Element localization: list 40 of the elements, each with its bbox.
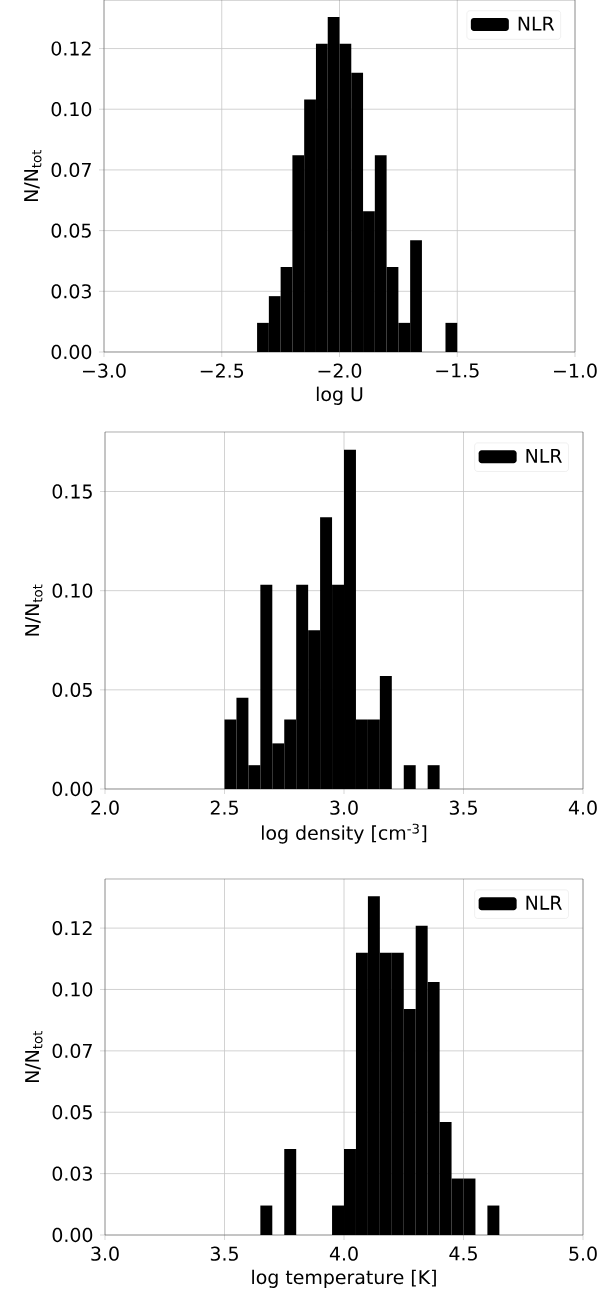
x-axis-title: log density [cm$^{-3}$] <box>261 823 427 844</box>
y-tick-label: 0.03 <box>51 284 91 299</box>
y-tick-label: 0.07 <box>51 162 91 178</box>
x-tick-label: 4.0 <box>568 800 597 815</box>
y-tick-label: 0.10 <box>51 102 92 117</box>
y-axis-title: N/N$_{tot}$ <box>25 1030 43 1082</box>
x-axis-title: log temperature [K] <box>252 1269 436 1288</box>
y-tick-label: 0.10 <box>52 982 93 997</box>
x-tick-label: 4.5 <box>449 1246 477 1261</box>
y-tick-label: 0.10 <box>52 583 93 598</box>
x-tick-label: 5.0 <box>569 1246 597 1261</box>
y-tick-label: 0.07 <box>52 1043 92 1059</box>
y-tick-label: 0.00 <box>52 1227 93 1243</box>
x-tick-label: 3.5 <box>449 800 477 815</box>
y-tick-label: 0.15 <box>52 484 92 499</box>
y-tick-label: 0.05 <box>52 682 92 697</box>
x-tick-label: 3.5 <box>210 1246 238 1261</box>
x-tick-label: 4.0 <box>329 1246 358 1261</box>
y-tick-label: 0.12 <box>51 41 91 56</box>
x-tick-label: 3.0 <box>330 800 358 815</box>
x-axis-title: log U <box>316 386 363 405</box>
x-tick-label: −1.5 <box>436 363 479 378</box>
x-tick-label: −2.5 <box>200 363 244 378</box>
y-axis-title: N/N$_{tot}$ <box>25 584 43 636</box>
x-tick-label: −2.0 <box>318 363 362 378</box>
x-tick-label: −3.0 <box>83 363 126 378</box>
y-tick-label: 0.00 <box>51 344 92 360</box>
y-tick-label: 0.03 <box>52 1166 92 1181</box>
x-tick-label: 2.5 <box>210 800 238 815</box>
y-tick-label: 0.00 <box>52 781 93 797</box>
y-tick-label: 0.12 <box>52 920 92 936</box>
legend-label: NLR <box>526 895 562 910</box>
y-tick-label: 0.05 <box>52 1105 92 1120</box>
y-axis-title: N/N$_{tot}$ <box>24 149 42 201</box>
legend-label: NLR <box>526 448 562 463</box>
x-tick-label: 3.0 <box>91 1246 119 1261</box>
x-tick-label: 2.0 <box>91 800 119 815</box>
x-tick-label: −1.0 <box>554 363 597 378</box>
y-tick-label: 0.05 <box>51 223 91 238</box>
legend-label: NLR <box>518 16 555 31</box>
